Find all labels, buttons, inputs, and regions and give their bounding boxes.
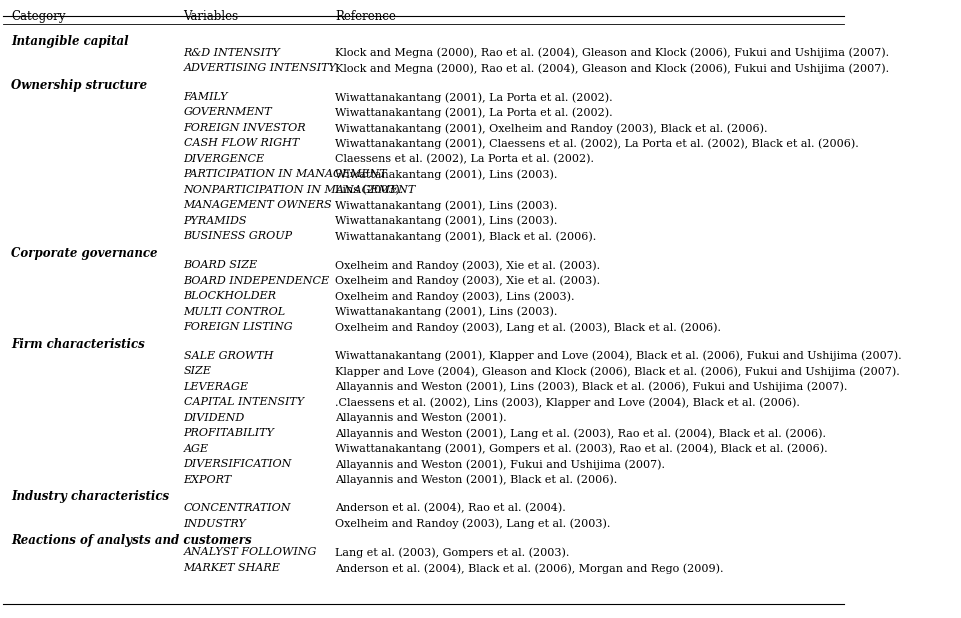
Text: Wiwattanakantang (2001), Claessens et al. (2002), La Porta et al. (2002), Black : Wiwattanakantang (2001), Claessens et al…	[334, 138, 858, 149]
Text: Reactions of analysts and customers: Reactions of analysts and customers	[12, 535, 252, 548]
Text: Wiwattanakantang (2001), Lins (2003).: Wiwattanakantang (2001), Lins (2003).	[334, 307, 556, 317]
Text: BUSINESS GROUP: BUSINESS GROUP	[184, 231, 292, 242]
Text: CAPITAL INTENSITY: CAPITAL INTENSITY	[184, 397, 304, 407]
Text: FOREIGN INVESTOR: FOREIGN INVESTOR	[184, 123, 306, 133]
Text: Allayannis and Weston (2001), Lins (2003), Black et al. (2006), Fukui and Ushiji: Allayannis and Weston (2001), Lins (2003…	[334, 382, 847, 392]
Text: Lins (2003).: Lins (2003).	[334, 185, 403, 195]
Text: DIVERGENCE: DIVERGENCE	[184, 154, 264, 164]
Text: Wiwattanakantang (2001), Lins (2003).: Wiwattanakantang (2001), Lins (2003).	[334, 169, 556, 180]
Text: BOARD SIZE: BOARD SIZE	[184, 260, 258, 270]
Text: Category: Category	[12, 9, 65, 22]
Text: Wiwattanakantang (2001), Gompers et al. (2003), Rao et al. (2004), Black et al. : Wiwattanakantang (2001), Gompers et al. …	[334, 444, 826, 454]
Text: DIVERSIFICATION: DIVERSIFICATION	[184, 459, 291, 469]
Text: LEVERAGE: LEVERAGE	[184, 382, 248, 392]
Text: Klock and Megna (2000), Rao et al. (2004), Gleason and Klock (2006), Fukui and U: Klock and Megna (2000), Rao et al. (2004…	[334, 48, 888, 58]
Text: Wiwattanakantang (2001), Lins (2003).: Wiwattanakantang (2001), Lins (2003).	[334, 216, 556, 226]
Text: MANAGEMENT OWNERS: MANAGEMENT OWNERS	[184, 200, 332, 210]
Text: BLOCKHOLDER: BLOCKHOLDER	[184, 291, 276, 301]
Text: Corporate governance: Corporate governance	[12, 247, 158, 260]
Text: CASH FLOW RIGHT: CASH FLOW RIGHT	[184, 138, 299, 148]
Text: Anderson et al. (2004), Black et al. (2006), Morgan and Rego (2009).: Anderson et al. (2004), Black et al. (20…	[334, 563, 723, 574]
Text: Wiwattanakantang (2001), La Porta et al. (2002).: Wiwattanakantang (2001), La Porta et al.…	[334, 108, 612, 118]
Text: Klock and Megna (2000), Rao et al. (2004), Gleason and Klock (2006), Fukui and U: Klock and Megna (2000), Rao et al. (2004…	[334, 63, 888, 74]
Text: Ownership structure: Ownership structure	[12, 78, 147, 92]
Text: Allayannis and Weston (2001), Fukui and Ushijima (2007).: Allayannis and Weston (2001), Fukui and …	[334, 459, 664, 470]
Text: R&D INTENSITY: R&D INTENSITY	[184, 48, 280, 58]
Text: ANALYST FOLLOWING: ANALYST FOLLOWING	[184, 548, 316, 557]
Text: DIVIDEND: DIVIDEND	[184, 413, 244, 423]
Text: Allayannis and Weston (2001), Black et al. (2006).: Allayannis and Weston (2001), Black et a…	[334, 475, 617, 485]
Text: Firm characteristics: Firm characteristics	[12, 337, 145, 350]
Text: Intangible capital: Intangible capital	[12, 35, 129, 48]
Text: MARKET SHARE: MARKET SHARE	[184, 563, 281, 573]
Text: FAMILY: FAMILY	[184, 92, 228, 102]
Text: Wiwattanakantang (2001), La Porta et al. (2002).: Wiwattanakantang (2001), La Porta et al.…	[334, 92, 612, 103]
Text: GOVERNMENT: GOVERNMENT	[184, 108, 272, 117]
Text: AGE: AGE	[184, 444, 209, 454]
Text: FOREIGN LISTING: FOREIGN LISTING	[184, 322, 293, 332]
Text: Oxelheim and Randoy (2003), Xie et al. (2003).: Oxelheim and Randoy (2003), Xie et al. (…	[334, 260, 600, 271]
Text: Oxelheim and Randoy (2003), Lang et al. (2003), Black et al. (2006).: Oxelheim and Randoy (2003), Lang et al. …	[334, 322, 720, 332]
Text: Variables: Variables	[184, 9, 238, 22]
Text: EXPORT: EXPORT	[184, 475, 232, 485]
Text: SIZE: SIZE	[184, 366, 211, 376]
Text: Wiwattanakantang (2001), Lins (2003).: Wiwattanakantang (2001), Lins (2003).	[334, 200, 556, 211]
Text: Wiwattanakantang (2001), Klapper and Love (2004), Black et al. (2006), Fukui and: Wiwattanakantang (2001), Klapper and Lov…	[334, 350, 900, 362]
Text: NONPARTICIPATION IN MANAGEMENT: NONPARTICIPATION IN MANAGEMENT	[184, 185, 415, 195]
Text: Claessens et al. (2002), La Porta et al. (2002).: Claessens et al. (2002), La Porta et al.…	[334, 154, 593, 164]
Text: BOARD INDEPENDENCE: BOARD INDEPENDENCE	[184, 276, 330, 286]
Text: Allayannis and Weston (2001), Lang et al. (2003), Rao et al. (2004), Black et al: Allayannis and Weston (2001), Lang et al…	[334, 428, 825, 439]
Text: INDUSTRY: INDUSTRY	[184, 519, 246, 529]
Text: Oxelheim and Randoy (2003), Xie et al. (2003).: Oxelheim and Randoy (2003), Xie et al. (…	[334, 276, 600, 286]
Text: Lang et al. (2003), Gompers et al. (2003).: Lang et al. (2003), Gompers et al. (2003…	[334, 548, 569, 558]
Text: PYRAMIDS: PYRAMIDS	[184, 216, 247, 226]
Text: Reference: Reference	[334, 9, 395, 22]
Text: ADVERTISING INTENSITY: ADVERTISING INTENSITY	[184, 63, 336, 74]
Text: Klapper and Love (2004), Gleason and Klock (2006), Black et al. (2006), Fukui an: Klapper and Love (2004), Gleason and Klo…	[334, 366, 899, 377]
Text: Allayannis and Weston (2001).: Allayannis and Weston (2001).	[334, 413, 506, 423]
Text: Oxelheim and Randoy (2003), Lins (2003).: Oxelheim and Randoy (2003), Lins (2003).	[334, 291, 574, 302]
Text: PROFITABILITY: PROFITABILITY	[184, 428, 274, 438]
Text: PARTICIPATION IN MANAGEMENT: PARTICIPATION IN MANAGEMENT	[184, 169, 386, 179]
Text: .Claessens et al. (2002), Lins (2003), Klapper and Love (2004), Black et al. (20: .Claessens et al. (2002), Lins (2003), K…	[334, 397, 799, 408]
Text: Oxelheim and Randoy (2003), Lang et al. (2003).: Oxelheim and Randoy (2003), Lang et al. …	[334, 519, 609, 530]
Text: Industry characteristics: Industry characteristics	[12, 490, 169, 503]
Text: SALE GROWTH: SALE GROWTH	[184, 350, 273, 361]
Text: Wiwattanakantang (2001), Black et al. (2006).: Wiwattanakantang (2001), Black et al. (2…	[334, 231, 596, 242]
Text: MULTI CONTROL: MULTI CONTROL	[184, 307, 285, 316]
Text: Anderson et al. (2004), Rao et al. (2004).: Anderson et al. (2004), Rao et al. (2004…	[334, 503, 565, 514]
Text: CONCENTRATION: CONCENTRATION	[184, 503, 291, 514]
Text: Wiwattanakantang (2001), Oxelheim and Randoy (2003), Black et al. (2006).: Wiwattanakantang (2001), Oxelheim and Ra…	[334, 123, 767, 133]
